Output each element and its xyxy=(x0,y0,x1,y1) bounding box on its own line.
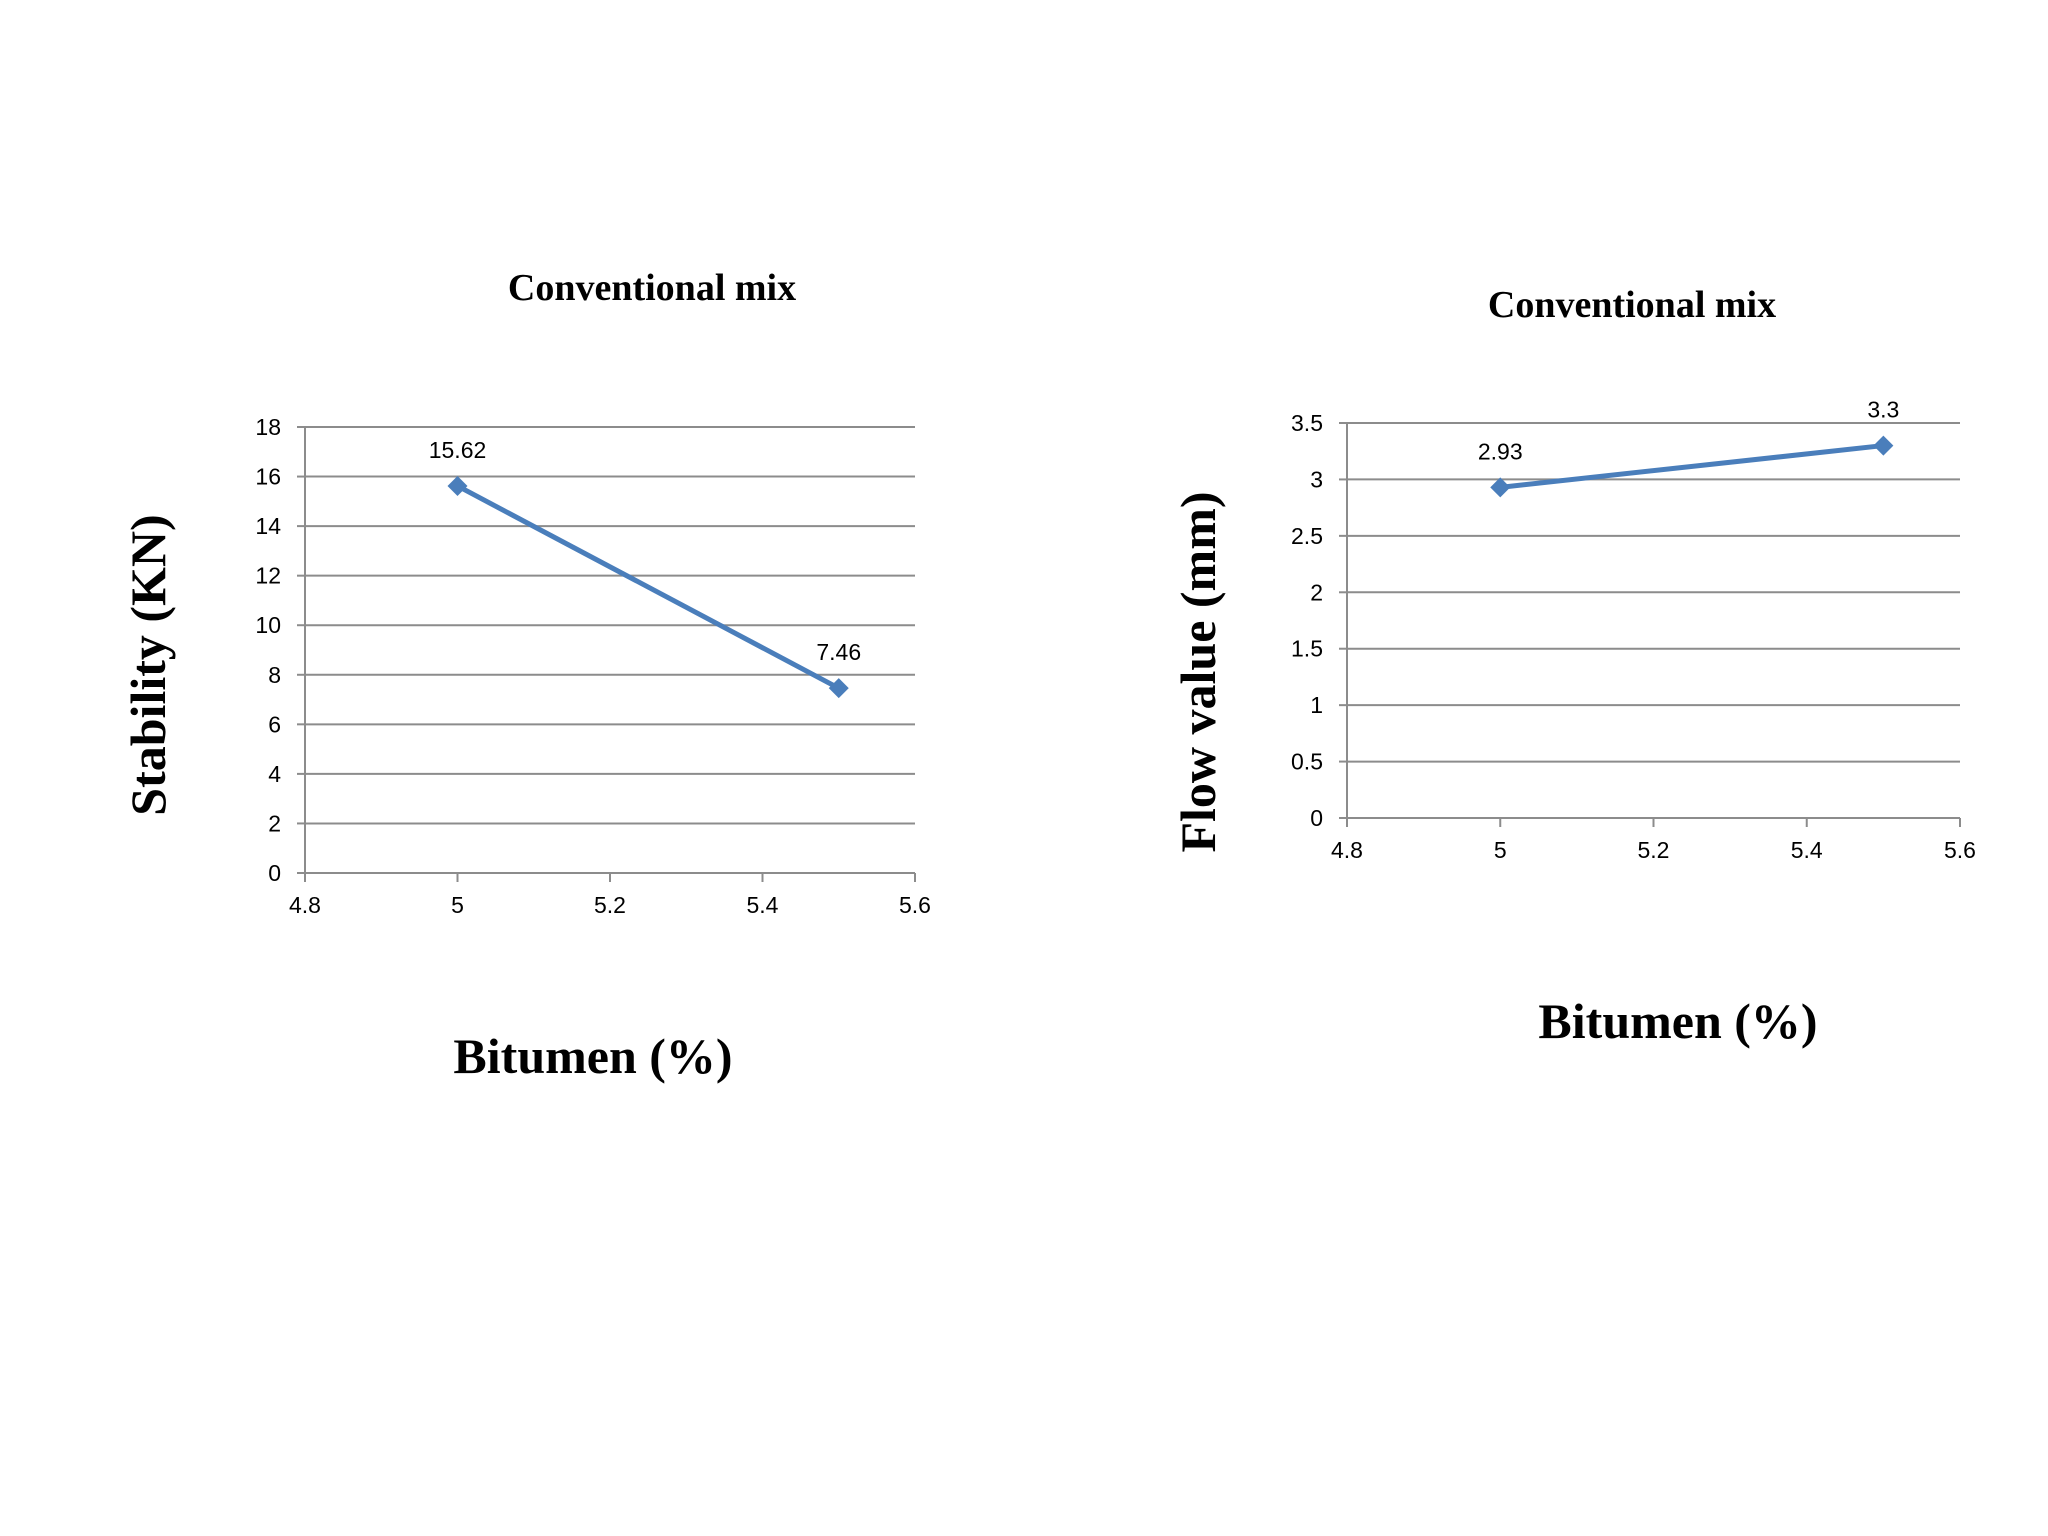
x-tick-label: 5.6 xyxy=(899,892,931,918)
y-tick-label: 4 xyxy=(268,761,281,787)
y-tick-label: 1 xyxy=(1310,692,1323,718)
x-tick-label: 5 xyxy=(451,892,464,918)
stability-chart: Conventional mix 0 2 4 6 8 10 12 14 16 18 4.8 5 5.2 5.… xyxy=(120,267,931,1084)
y-axis-label: Flow value (mm) xyxy=(1170,491,1226,852)
data-point-marker xyxy=(447,475,468,496)
data-point-marker xyxy=(828,678,849,699)
y-tick-label: 3.5 xyxy=(1291,410,1323,436)
data-point-marker xyxy=(1873,435,1894,456)
y-tick-label: 0.5 xyxy=(1291,749,1323,775)
y-axis-label: Stability (KN) xyxy=(120,514,176,815)
series-line xyxy=(456,483,840,691)
y-tick-label: 2 xyxy=(1310,579,1323,605)
y-tick-label: 6 xyxy=(268,711,281,737)
y-tick-label: 10 xyxy=(255,612,281,638)
data-label: 2.93 xyxy=(1478,438,1523,464)
data-label: 15.62 xyxy=(429,437,487,463)
y-tick-label: 14 xyxy=(255,513,281,539)
y-tick-label: 2 xyxy=(268,810,281,836)
y-tick-label: 0 xyxy=(1310,805,1323,831)
series-line xyxy=(1499,443,1884,490)
x-tick-label: 4.8 xyxy=(289,892,321,918)
data-label: 7.46 xyxy=(816,639,861,665)
y-tick-label: 16 xyxy=(255,464,281,490)
x-tick-label: 4.8 xyxy=(1331,837,1363,863)
x-axis-label: Bitumen (%) xyxy=(1538,993,1817,1049)
x-tick-label: 5.6 xyxy=(1944,837,1976,863)
flow-value-chart: Conventional mix 0 0.5 1 1.5 2 2.5 3 3.5 4.8 5 5.2 5… xyxy=(1170,284,1976,1049)
y-tick-label: 12 xyxy=(255,563,281,589)
x-tick-label: 5.2 xyxy=(594,892,626,918)
y-tick-label: 1.5 xyxy=(1291,636,1323,662)
y-tick-label: 8 xyxy=(268,662,281,688)
x-tick-label: 5 xyxy=(1494,837,1507,863)
data-point-marker xyxy=(1490,477,1511,498)
y-tick-label: 2.5 xyxy=(1291,523,1323,549)
y-tick-label: 18 xyxy=(255,414,281,440)
y-tick-label: 0 xyxy=(268,860,281,886)
data-label: 3.3 xyxy=(1867,397,1899,423)
x-tick-label: 5.4 xyxy=(1791,837,1823,863)
x-tick-label: 5.2 xyxy=(1638,837,1670,863)
chart-title: Conventional mix xyxy=(1488,284,1776,326)
chart-title: Conventional mix xyxy=(508,267,796,309)
x-axis-label: Bitumen (%) xyxy=(453,1028,732,1084)
y-tick-label: 3 xyxy=(1310,466,1323,492)
x-tick-label: 5.4 xyxy=(747,892,779,918)
